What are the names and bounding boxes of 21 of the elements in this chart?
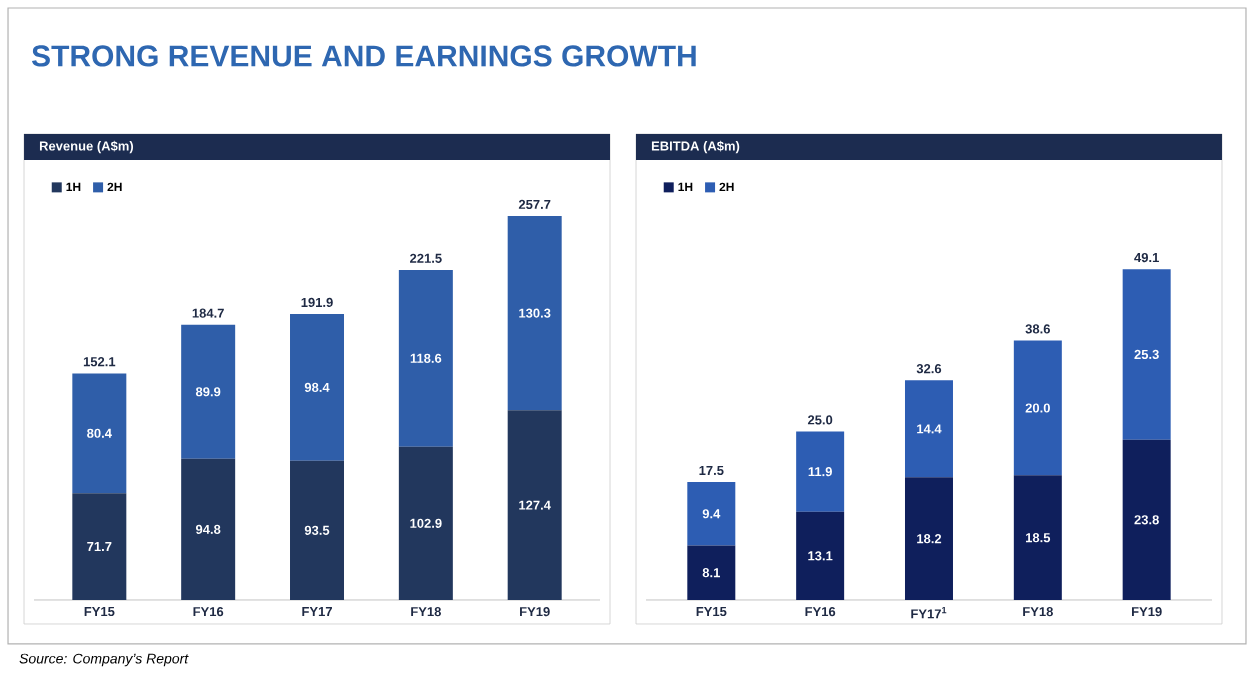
bar (1013, 340, 1062, 476)
bar (904, 380, 953, 478)
bar (72, 493, 127, 600)
bar (181, 458, 236, 600)
bar (398, 269, 453, 447)
bar (72, 373, 127, 494)
bar (687, 482, 736, 546)
chart-title: STRONG REVENUE AND EARNINGS GROWTH (31, 45, 696, 67)
bar (687, 545, 736, 600)
bar (290, 314, 345, 461)
bar (1122, 269, 1171, 440)
bar (290, 460, 345, 600)
bar (398, 446, 453, 600)
bar (507, 410, 562, 600)
bar (1013, 475, 1062, 600)
bar (904, 477, 953, 600)
bar (1122, 439, 1171, 600)
bar (507, 216, 562, 411)
bar (181, 324, 236, 459)
bar (796, 511, 845, 600)
bar (796, 431, 845, 512)
